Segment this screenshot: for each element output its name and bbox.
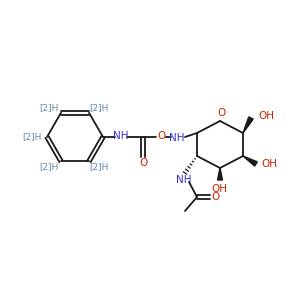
Text: NH: NH (113, 131, 129, 141)
Polygon shape (218, 168, 223, 180)
Text: [2]H: [2]H (22, 133, 42, 142)
Text: O: O (218, 108, 226, 118)
Text: O: O (139, 158, 147, 168)
Text: O: O (212, 192, 220, 202)
Text: O: O (157, 131, 165, 141)
Polygon shape (243, 117, 253, 133)
Text: OH: OH (261, 159, 277, 169)
Text: NH: NH (169, 133, 185, 143)
Text: [2]H: [2]H (39, 103, 59, 112)
Text: [2]H: [2]H (89, 103, 109, 112)
Text: OH: OH (211, 184, 227, 194)
Polygon shape (243, 156, 257, 166)
Text: NH: NH (176, 175, 192, 185)
Text: [2]H: [2]H (89, 162, 109, 171)
Text: [2]H: [2]H (39, 162, 59, 171)
Text: OH: OH (258, 111, 274, 121)
